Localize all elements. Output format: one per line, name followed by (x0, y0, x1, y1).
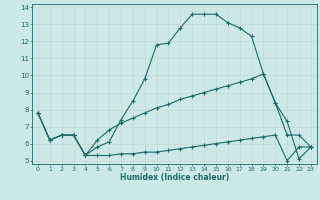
X-axis label: Humidex (Indice chaleur): Humidex (Indice chaleur) (120, 173, 229, 182)
